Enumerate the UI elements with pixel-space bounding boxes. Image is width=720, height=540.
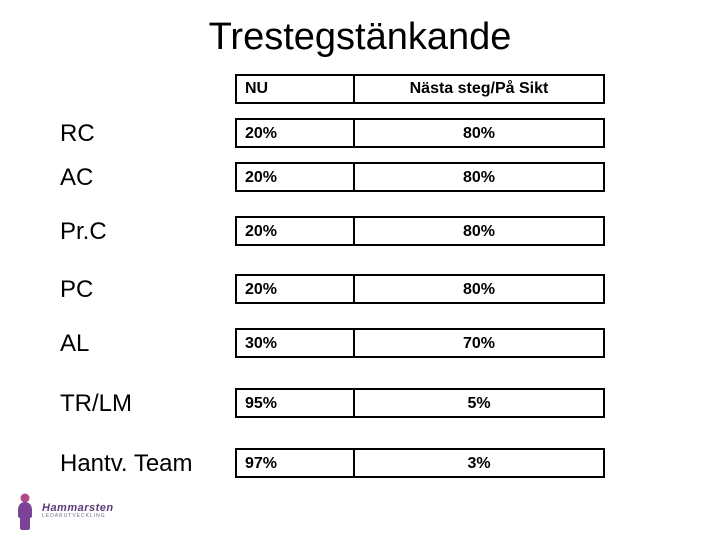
cell-nu: 20% (235, 118, 355, 148)
col-header-nu: NU (235, 74, 355, 104)
logo-figure-icon (12, 492, 38, 530)
cell-nasta: 5% (355, 388, 605, 418)
slide-title: Trestegstänkande (0, 16, 720, 59)
row-label: Pr.C (60, 218, 107, 246)
table-row: AL 30% 70% (60, 328, 660, 362)
row-cells: 97% 3% (235, 448, 605, 478)
row-cells: 95% 5% (235, 388, 605, 418)
table-header-row: NU Nästa steg/På Sikt (235, 74, 605, 104)
row-cells: 20% 80% (235, 118, 605, 148)
logo-subtitle: LEDARUTVECKLING (42, 514, 114, 519)
col-header-nasta: Nästa steg/På Sikt (355, 74, 605, 104)
cell-nu: 20% (235, 274, 355, 304)
table-row: Hantv. Team 97% 3% (60, 448, 660, 482)
cell-nasta: 3% (355, 448, 605, 478)
cell-nu: 97% (235, 448, 355, 478)
cell-nasta: 70% (355, 328, 605, 358)
row-label: AC (60, 164, 93, 192)
row-cells: 30% 70% (235, 328, 605, 358)
table-row: RC 20% 80% (60, 118, 660, 152)
row-label: AL (60, 330, 89, 358)
logo-text: Hammarsten LEDARUTVECKLING (42, 503, 114, 519)
slide: Trestegstänkande NU Nästa steg/På Sikt R… (0, 0, 720, 540)
brand-logo: Hammarsten LEDARUTVECKLING (12, 492, 114, 530)
cell-nasta: 80% (355, 118, 605, 148)
row-label: PC (60, 276, 93, 304)
row-label: Hantv. Team (60, 450, 193, 478)
row-cells: 20% 80% (235, 162, 605, 192)
row-cells: 20% 80% (235, 216, 605, 246)
cell-nu: 95% (235, 388, 355, 418)
table-row: PC 20% 80% (60, 274, 660, 308)
cell-nasta: 80% (355, 162, 605, 192)
cell-nasta: 80% (355, 216, 605, 246)
row-cells: 20% 80% (235, 274, 605, 304)
table-row: AC 20% 80% (60, 162, 660, 196)
cell-nu: 20% (235, 162, 355, 192)
cell-nu: 20% (235, 216, 355, 246)
row-label: TR/LM (60, 390, 132, 418)
table-row: TR/LM 95% 5% (60, 388, 660, 422)
cell-nu: 30% (235, 328, 355, 358)
cell-nasta: 80% (355, 274, 605, 304)
table-row: Pr.C 20% 80% (60, 216, 660, 250)
row-label: RC (60, 120, 95, 148)
